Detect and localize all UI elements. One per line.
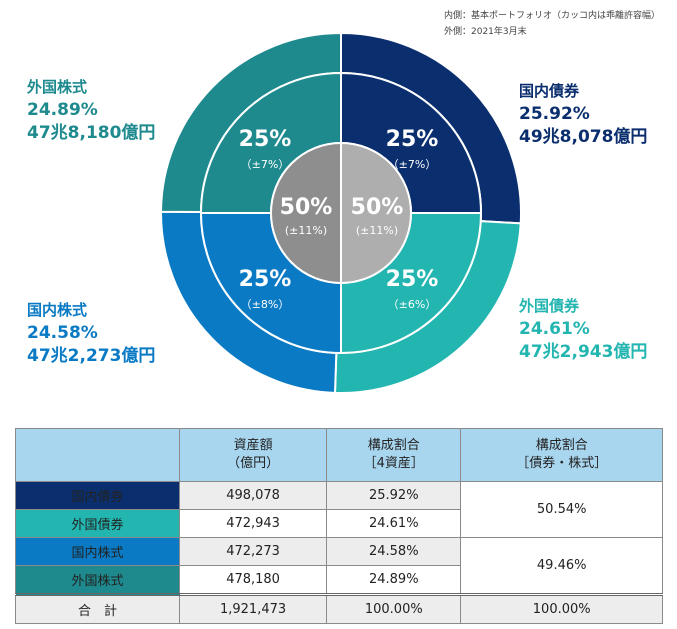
middle-ring-range-label: （±7%） bbox=[241, 158, 290, 171]
allocation-donut-chart: 25% （±7%） 25% （±6%） 25% （±8%） 25% （±7%） 50% (±11%… bbox=[159, 31, 522, 394]
inner-range-label: (±11%) bbox=[285, 224, 327, 237]
total-label-cell: 合 計 bbox=[15, 593, 180, 624]
outer-label-foreign-stocks: 外国株式 24.89% 47兆8,180億円 bbox=[27, 78, 156, 143]
inner-slice-stocks bbox=[270, 141, 342, 285]
share-cell: 24.58% bbox=[326, 537, 462, 566]
table-header-amount: 資産額 （億円） bbox=[178, 428, 328, 482]
table-header-row: 資産額 （億円） 構成割合 ［4資産］ 構成割合 ［債券・株式］ bbox=[15, 428, 663, 482]
asset-cell: 外国債券 bbox=[15, 509, 180, 538]
amount-cell: 472,273 bbox=[178, 537, 328, 566]
middle-ring-pct-label: 25% bbox=[386, 267, 439, 292]
outer-label-domestic-bonds-pct: 25.92% bbox=[519, 104, 590, 124]
inner-slice-bonds bbox=[340, 141, 412, 285]
table-row: 国内株式 472,273 24.58% 49.46% bbox=[15, 537, 663, 595]
amount-cell: 472,943 bbox=[178, 509, 328, 538]
total-share2-cell: 100.00% bbox=[460, 593, 663, 624]
total-share4-cell: 100.00% bbox=[326, 593, 462, 624]
share-cell: 25.92% bbox=[326, 481, 462, 510]
outer-label-foreign-bonds: 外国債券 24.61% 47兆2,943億円 bbox=[519, 297, 648, 362]
amount-cell: 478,180 bbox=[178, 565, 328, 595]
inner-pct-label: 50% bbox=[280, 195, 333, 220]
table-header-blank bbox=[15, 428, 180, 482]
bonds-share-cell: 50.54% bbox=[460, 481, 663, 538]
middle-ring-pct-label: 25% bbox=[386, 127, 439, 152]
table-total-row: 合 計 1,921,473 100.00% 100.00% bbox=[15, 593, 663, 624]
asset-cell: 外国株式 bbox=[15, 565, 180, 595]
outer-label-domestic-stocks-pct: 24.58% bbox=[27, 323, 98, 343]
outer-label-foreign-bonds-pct: 24.61% bbox=[519, 319, 590, 339]
middle-ring-range-label: （±8%） bbox=[241, 298, 290, 311]
table-header-share-2: 構成割合 ［債券・株式］ bbox=[460, 428, 663, 482]
middle-ring-range-label: （±7%） bbox=[388, 158, 437, 171]
outer-label-foreign-stocks-pct: 24.89% bbox=[27, 100, 98, 120]
asset-cell: 国内株式 bbox=[15, 537, 180, 566]
asset-cell: 国内債券 bbox=[15, 481, 180, 510]
allocation-table: 資産額 （億円） 構成割合 ［4資産］ 構成割合 ［債券・株式］ 国内債券 498,0… bbox=[15, 428, 663, 624]
share-cell: 24.89% bbox=[326, 565, 462, 595]
inner-pct-label: 50% bbox=[351, 195, 404, 220]
table-row: 外国株式 478,180 24.89% bbox=[15, 565, 663, 595]
middle-ring-range-label: （±6%） bbox=[388, 298, 437, 311]
table-row: 国内債券 498,078 25.92% 50.54% bbox=[15, 481, 663, 538]
inner-range-label: (±11%) bbox=[356, 224, 398, 237]
amount-cell: 498,078 bbox=[178, 481, 328, 510]
middle-ring-pct-label: 25% bbox=[239, 267, 292, 292]
legend-note-outer: 外側：2021年3月末 bbox=[444, 27, 527, 37]
table-header-share-4: 構成割合 ［4資産］ bbox=[326, 428, 462, 482]
stocks-share-cell: 49.46% bbox=[460, 537, 663, 595]
legend-note-inner: 内側：基本ポートフォリオ（カッコ内は乖離許容幅） bbox=[444, 11, 661, 21]
total-amount-cell: 1,921,473 bbox=[178, 593, 328, 624]
share-cell: 24.61% bbox=[326, 509, 462, 538]
middle-ring-pct-label: 25% bbox=[239, 127, 292, 152]
outer-label-domestic-bonds: 国内債券 25.92% 49兆8,078億円 bbox=[519, 82, 648, 147]
outer-label-domestic-stocks: 国内株式 24.58% 47兆2,273億円 bbox=[27, 301, 156, 366]
